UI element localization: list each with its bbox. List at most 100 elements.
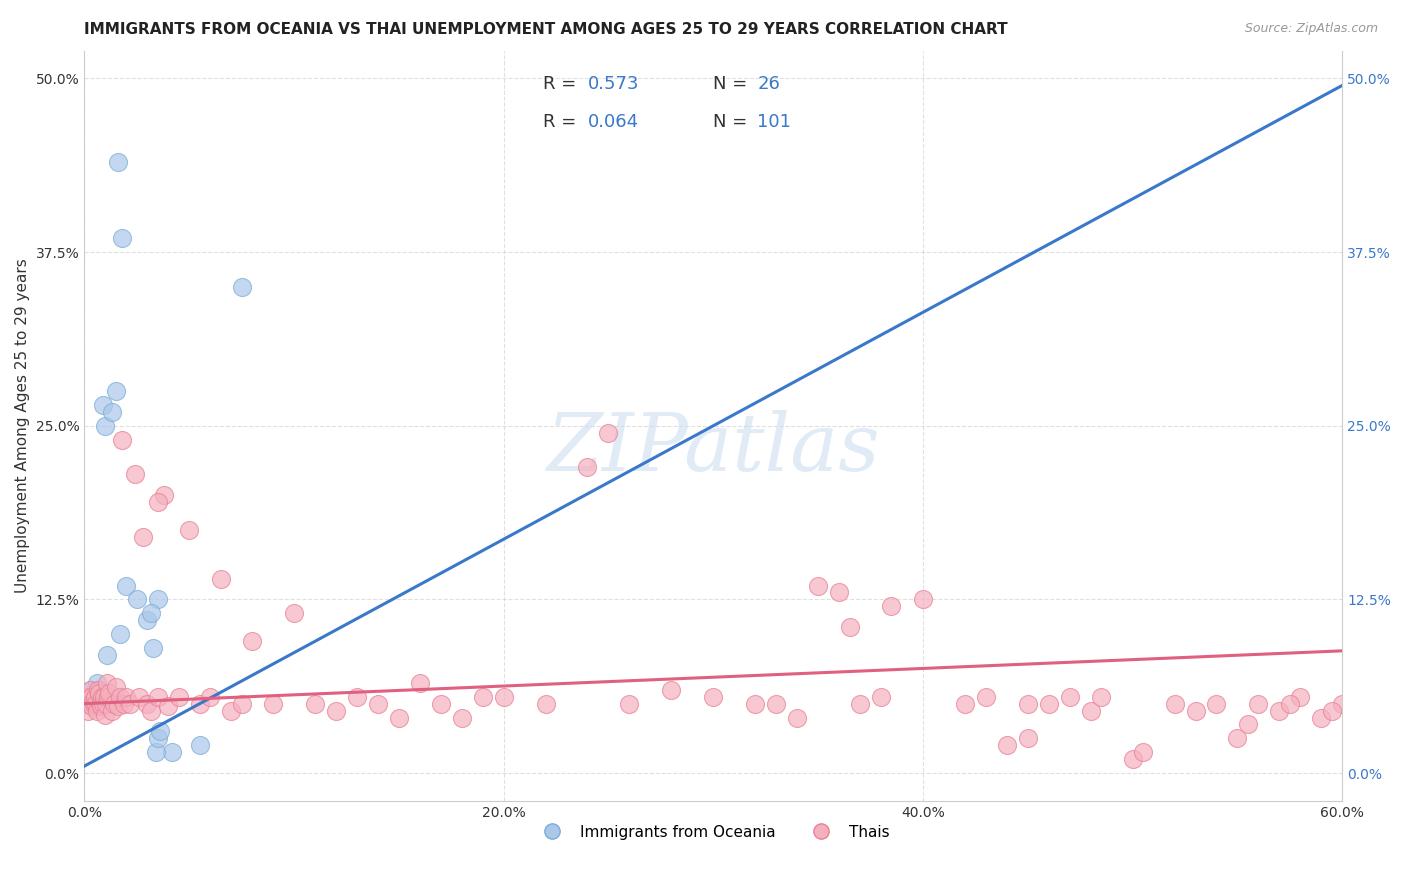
Point: [94, 418, 117, 433]
Point: [107, 699, 129, 714]
Point: [1310, 710, 1333, 724]
Point: [112, 697, 135, 711]
Point: [83, 690, 105, 704]
Point: [91, 690, 114, 704]
Text: N =: N =: [713, 113, 754, 131]
Point: [995, 739, 1018, 753]
Point: [141, 607, 163, 621]
Point: [1017, 731, 1039, 746]
Point: [450, 710, 472, 724]
Point: [1017, 697, 1039, 711]
Point: [100, 704, 122, 718]
Point: [807, 578, 830, 592]
Point: [96, 675, 118, 690]
Point: [325, 704, 347, 718]
Point: [111, 231, 134, 245]
Point: [179, 523, 201, 537]
Point: [141, 704, 163, 718]
Point: [198, 690, 221, 704]
Point: [1237, 717, 1260, 731]
Point: [96, 697, 118, 711]
Point: [75, 697, 97, 711]
Point: [111, 433, 134, 447]
Point: [880, 599, 903, 614]
Point: [702, 690, 724, 704]
Point: [146, 592, 169, 607]
Point: [96, 648, 118, 662]
Point: [1184, 704, 1206, 718]
Text: 0.064: 0.064: [588, 113, 638, 131]
Point: [1132, 745, 1154, 759]
Point: [188, 739, 211, 753]
Point: [142, 641, 165, 656]
Point: [1059, 690, 1081, 704]
Point: [86, 675, 108, 690]
Point: [167, 690, 190, 704]
Point: [77, 704, 100, 718]
Point: [240, 634, 263, 648]
Point: [146, 690, 169, 704]
Point: [1320, 704, 1343, 718]
Point: [576, 460, 599, 475]
Point: [83, 690, 105, 704]
Text: ZIPatlas: ZIPatlas: [547, 409, 880, 487]
Point: [1226, 731, 1249, 746]
Point: [149, 724, 172, 739]
Point: [80, 699, 103, 714]
Point: [786, 710, 808, 724]
Point: [91, 398, 114, 412]
Point: [132, 530, 155, 544]
Point: [953, 697, 976, 711]
Text: 26: 26: [758, 76, 780, 94]
Point: [209, 572, 232, 586]
Point: [1331, 697, 1354, 711]
Point: [104, 384, 127, 398]
Point: [76, 690, 98, 704]
Point: [534, 697, 557, 711]
Point: [87, 682, 110, 697]
Point: [1289, 690, 1312, 704]
Text: R =: R =: [544, 76, 582, 94]
Point: [283, 607, 305, 621]
Point: [157, 699, 180, 714]
Point: [98, 685, 121, 699]
Text: Source: ZipAtlas.com: Source: ZipAtlas.com: [1244, 22, 1378, 36]
Point: [1122, 752, 1144, 766]
Point: [94, 707, 117, 722]
Point: [598, 425, 620, 440]
Point: [828, 585, 851, 599]
Point: [136, 697, 159, 711]
Point: [471, 690, 494, 704]
Point: [911, 592, 934, 607]
Point: [84, 697, 107, 711]
Point: [429, 697, 451, 711]
Point: [91, 697, 114, 711]
Text: N =: N =: [713, 76, 754, 94]
Point: [120, 697, 142, 711]
Text: IMMIGRANTS FROM OCEANIA VS THAI UNEMPLOYMENT AMONG AGES 25 TO 29 YEARS CORRELATI: IMMIGRANTS FROM OCEANIA VS THAI UNEMPLOY…: [84, 22, 1008, 37]
Point: [75, 690, 97, 704]
Point: [90, 699, 112, 714]
Legend: Immigrants from Oceania, Thais: Immigrants from Oceania, Thais: [531, 819, 896, 846]
Point: [125, 592, 148, 607]
Point: [974, 690, 997, 704]
Point: [136, 613, 159, 627]
Point: [108, 690, 131, 704]
Text: R =: R =: [544, 113, 582, 131]
Point: [79, 682, 101, 697]
Point: [1268, 704, 1291, 718]
Point: [107, 154, 129, 169]
Point: [1278, 697, 1301, 711]
Point: [1090, 690, 1112, 704]
Point: [231, 280, 253, 294]
Point: [79, 682, 101, 697]
Point: [128, 690, 150, 704]
Point: [1038, 697, 1060, 711]
Point: [82, 694, 104, 708]
Point: [849, 697, 872, 711]
Point: [765, 697, 787, 711]
Point: [145, 745, 167, 759]
Point: [115, 690, 138, 704]
Point: [388, 710, 411, 724]
Point: [304, 697, 326, 711]
